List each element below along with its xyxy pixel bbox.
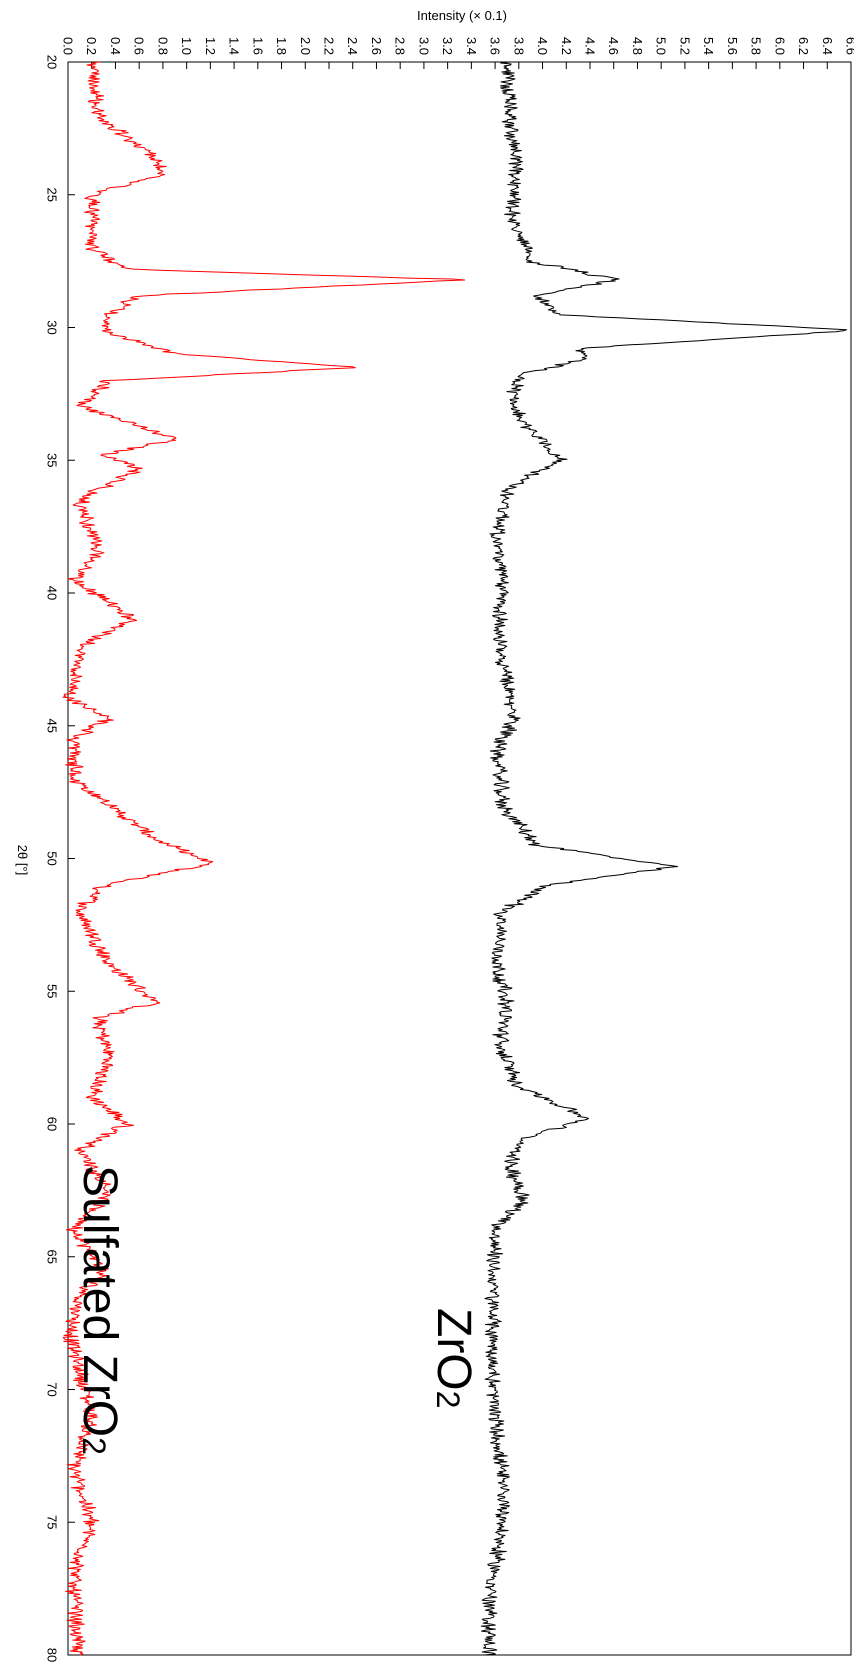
y-tick-label: 6.2 — [796, 37, 811, 55]
series-label-main: ZrO — [427, 1308, 480, 1391]
x-tick-label: 20 — [45, 55, 60, 69]
y-tick-label: 3.2 — [440, 37, 455, 55]
two-theta-axis-title: 2θ [°] — [15, 845, 30, 876]
y-tick-label: 1.4 — [227, 37, 242, 55]
series-label-subscript: 2 — [430, 1391, 466, 1409]
y-tick-label: 3.8 — [511, 37, 526, 55]
y-tick-label: 5.0 — [654, 37, 669, 55]
y-tick-label: 3.4 — [464, 37, 479, 55]
x-tick-label: 80 — [45, 1648, 60, 1662]
x-tick-label: 55 — [45, 984, 60, 998]
y-tick-label: 0.6 — [132, 37, 147, 55]
series-line-sulfated-zro2 — [62, 61, 466, 1656]
y-tick-label: 1.0 — [179, 37, 194, 55]
x-tick-label: 35 — [45, 453, 60, 467]
y-tick-label: 4.4 — [583, 37, 598, 55]
intensity-axis-title: Intensity (× 0.1) — [417, 8, 507, 23]
y-tick-label: 6.4 — [820, 37, 835, 55]
x-tick-label: 65 — [45, 1250, 60, 1264]
y-tick-label: 0.4 — [108, 37, 123, 55]
y-tick-label: 5.2 — [677, 37, 692, 55]
y-tick-label: 1.6 — [250, 37, 265, 55]
y-tick-label: 6.6 — [844, 37, 854, 55]
series-label-sulfated-zro2: Sulfated ZrO2 — [73, 1165, 126, 1455]
series-label-main: Sulfated ZrO — [73, 1165, 126, 1437]
x-tick-label: 25 — [45, 188, 60, 202]
y-tick-label: 4.6 — [606, 37, 621, 55]
series-layer — [62, 61, 848, 1656]
y-tick-label: 0.0 — [61, 37, 76, 55]
y-tick-label: 5.6 — [725, 37, 740, 55]
x-tick-label: 45 — [45, 719, 60, 733]
y-tick-label: 5.4 — [701, 37, 716, 55]
y-tick-label: 5.8 — [749, 37, 764, 55]
intensity-axis: 0.0 0.2 0.4 0.6 0.8 1.0 1.2 1.4 1.6 1.8 2.0 2.2 2.4 2… — [61, 37, 854, 69]
plot-frame — [67, 61, 852, 1656]
x-tick-label: 30 — [45, 320, 60, 334]
x-tick-label: 70 — [45, 1382, 60, 1396]
x-tick-label: 40 — [45, 586, 60, 600]
series-label-subscript: 2 — [76, 1437, 112, 1455]
y-tick-label: 4.2 — [559, 37, 574, 55]
x-tick-label: 75 — [45, 1515, 60, 1529]
y-tick-label: 3.0 — [416, 37, 431, 55]
y-tick-label: 1.2 — [203, 37, 218, 55]
two-theta-axis: 20 25 30 35 40 45 50 55 60 65 70 75 80 — [45, 55, 75, 1662]
y-tick-label: 3.6 — [488, 37, 503, 55]
y-tick-label: 4.0 — [535, 37, 550, 55]
x-tick-label: 50 — [45, 851, 60, 865]
y-tick-label: 2.2 — [322, 37, 337, 55]
y-tick-label: 2.4 — [345, 37, 360, 55]
y-tick-label: 0.8 — [155, 37, 170, 55]
x-tick-label: 60 — [45, 1117, 60, 1131]
y-tick-label: 4.8 — [630, 37, 645, 55]
y-tick-label: 2.0 — [298, 37, 313, 55]
series-label-zro2: ZrO2 — [427, 1308, 480, 1408]
y-tick-label: 1.8 — [274, 37, 289, 55]
y-tick-label: 2.6 — [369, 37, 384, 55]
y-tick-label: 6.0 — [772, 37, 787, 55]
series-line-zro2 — [480, 61, 848, 1656]
y-tick-label: 2.8 — [393, 37, 408, 55]
y-tick-label: 0.2 — [84, 37, 99, 55]
